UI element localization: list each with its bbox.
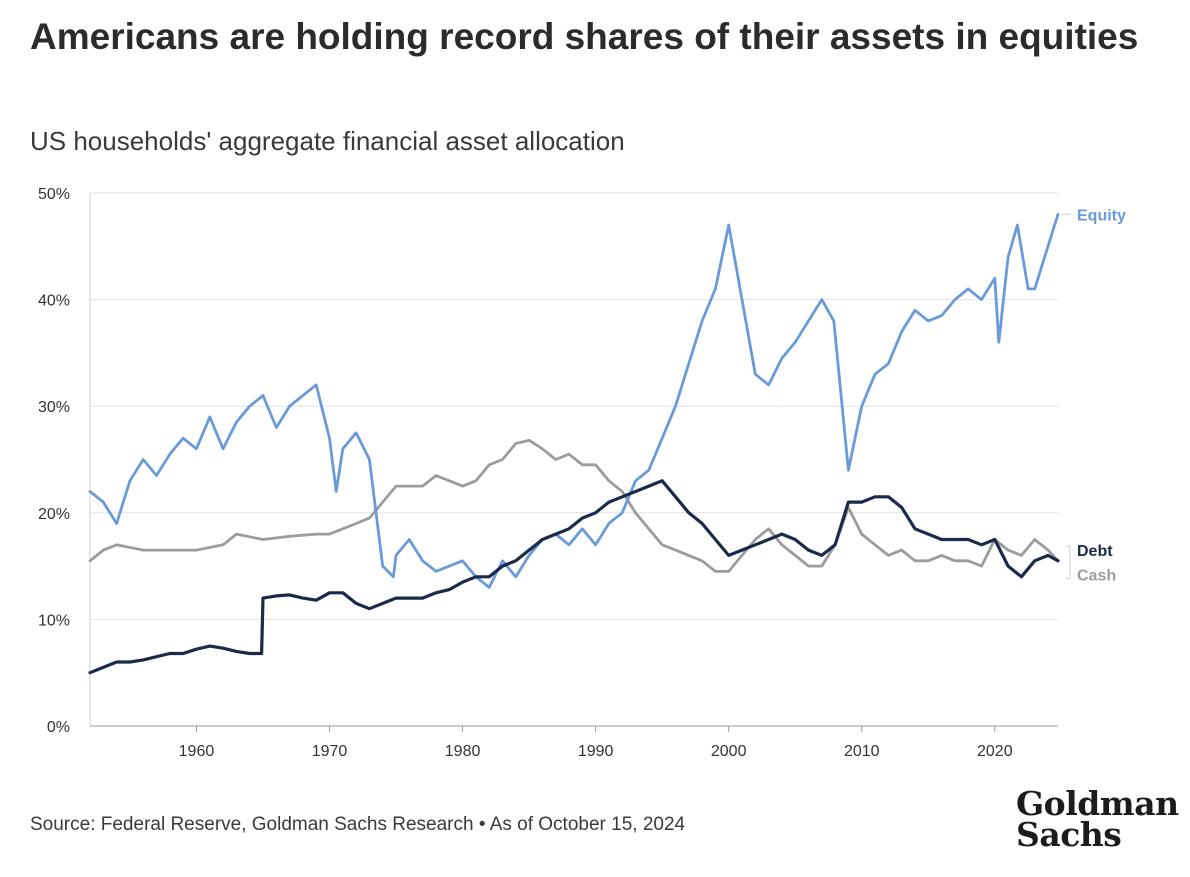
y-tick-label: 40% bbox=[38, 293, 70, 310]
x-tick-label: 2000 bbox=[711, 743, 747, 760]
chart-title: Americans are holding record shares of t… bbox=[30, 16, 1139, 57]
line-chart: 0% 10% 20% 30% 40% 50% 1960 1970 1980 1990 2000 201… bbox=[38, 186, 1126, 760]
label-bracket bbox=[1066, 545, 1071, 580]
y-tick-label: 0% bbox=[47, 719, 70, 736]
y-tick-label: 50% bbox=[38, 186, 70, 203]
series-label-debt: Debt bbox=[1077, 543, 1113, 560]
logo-line-1: Goldman bbox=[1016, 784, 1179, 823]
series-label-cash: Cash bbox=[1077, 568, 1116, 585]
x-tick-label: 2020 bbox=[977, 743, 1013, 760]
grid-lines bbox=[90, 192, 1058, 620]
source-note: Source: Federal Reserve, Goldman Sachs R… bbox=[30, 814, 686, 835]
series-label-equity: Equity bbox=[1077, 207, 1126, 224]
goldman-sachs-logo: Goldman Sachs bbox=[1016, 784, 1179, 854]
x-tick-label: 1970 bbox=[312, 743, 348, 760]
series-line-equity bbox=[88, 212, 1060, 589]
y-tick-label: 20% bbox=[38, 506, 70, 523]
series-labels: Equity Debt Cash bbox=[1062, 207, 1126, 585]
y-tick-label: 10% bbox=[38, 612, 70, 629]
chart-subtitle: US households' aggregate financial asset… bbox=[30, 126, 625, 156]
series-lines bbox=[88, 212, 1060, 675]
x-tick-label: 1960 bbox=[179, 743, 215, 760]
x-tick-label: 2010 bbox=[844, 743, 880, 760]
series-line-cash bbox=[88, 438, 1060, 573]
x-tick-label: 1990 bbox=[578, 743, 614, 760]
series-line-debt bbox=[88, 479, 1060, 675]
axes: 0% 10% 20% 30% 40% 50% 1960 1970 1980 1990 2000 201… bbox=[38, 186, 1058, 760]
logo-line-2: Sachs bbox=[1016, 815, 1122, 854]
y-tick-label: 30% bbox=[38, 399, 70, 416]
x-tick-label: 1980 bbox=[445, 743, 481, 760]
